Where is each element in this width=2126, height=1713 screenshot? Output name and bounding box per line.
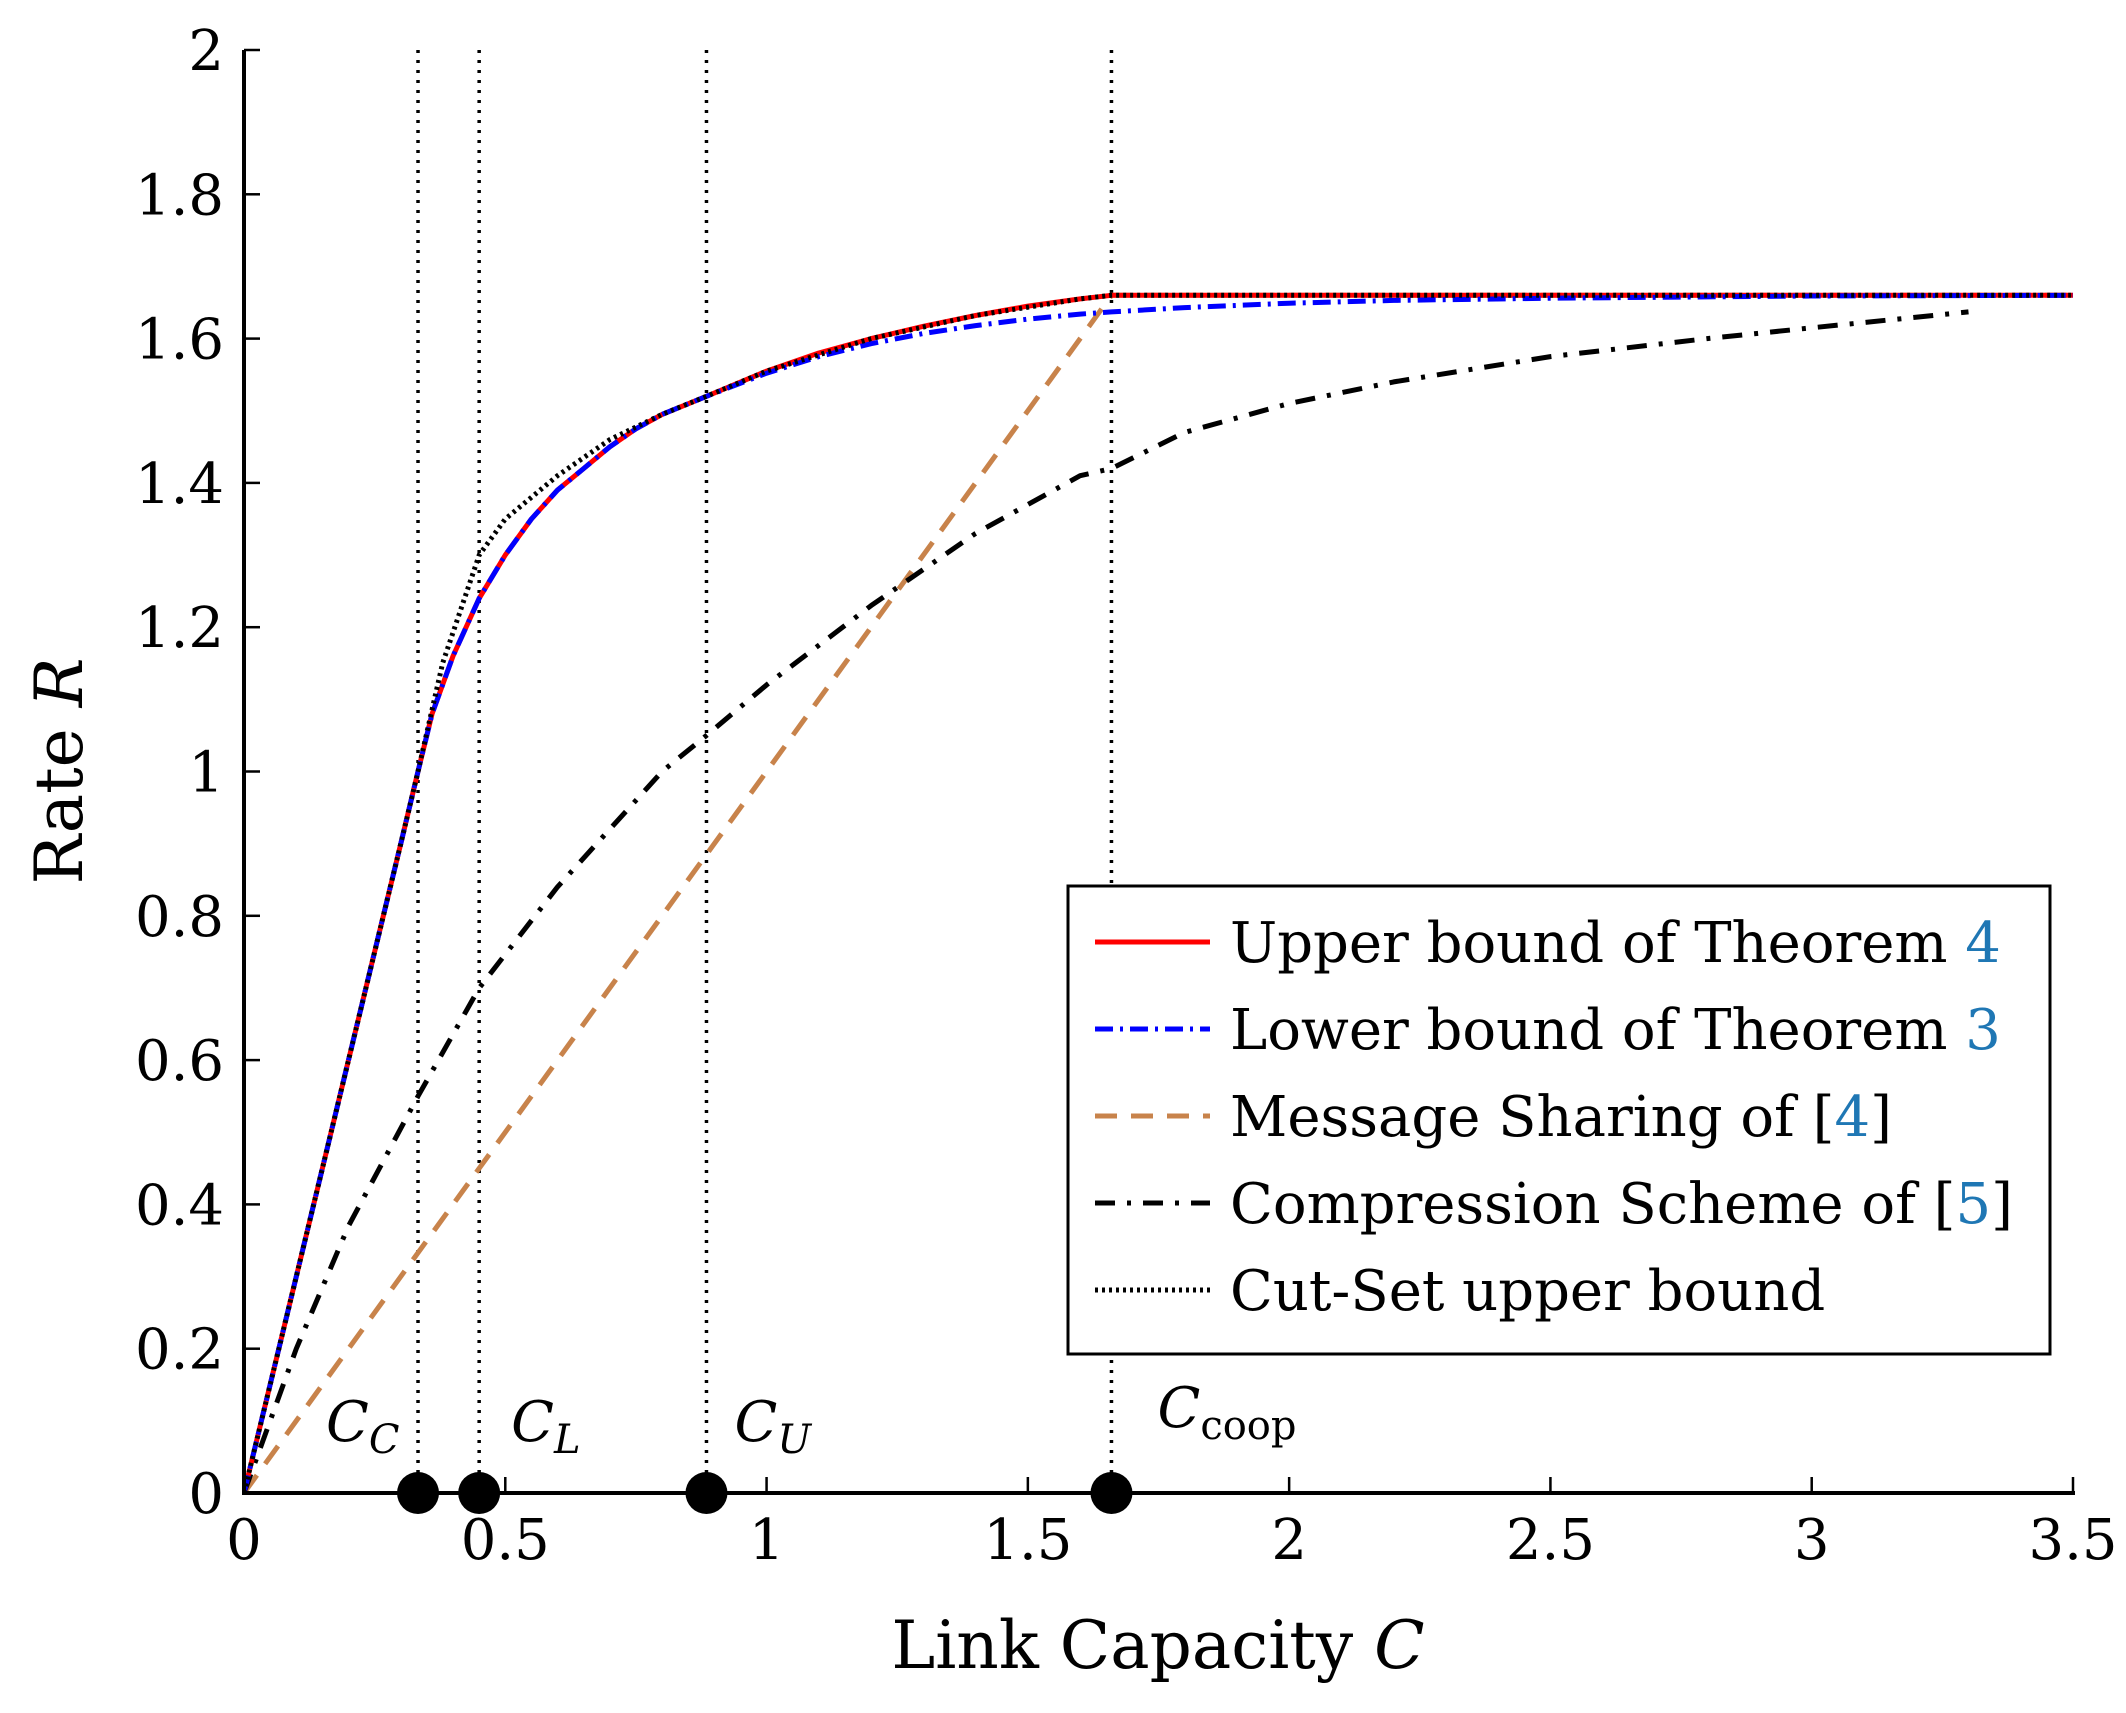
y-tick-label-7: 1.4 [135, 452, 224, 517]
y-axis-title: Rate R [21, 658, 98, 885]
x-tick-label-0: 0 [226, 1508, 262, 1573]
marker-lines [416, 50, 1114, 1493]
capacity-dot-3 [1090, 1472, 1133, 1514]
x-tick-label-5: 2.5 [1506, 1508, 1595, 1573]
capacity-dot-2 [685, 1472, 728, 1514]
y-tick-label-9: 1.8 [135, 163, 224, 228]
y-tick-label-0: 0 [188, 1462, 224, 1527]
capacity-label-0: CC [326, 1390, 399, 1463]
y-tick-label-10: 2 [188, 19, 224, 84]
legend-label-0: Upper bound of Theorem 4 [1230, 911, 2001, 976]
capacity-dot-1 [458, 1472, 501, 1514]
x-tick-label-2: 1 [749, 1508, 785, 1573]
legend: Upper bound of Theorem 4 Lower bound of T… [1066, 884, 2052, 1356]
series-line-4 [244, 292, 2073, 1493]
legend-label-3: Compression Scheme of [5] [1230, 1172, 2013, 1237]
legend-label-1: Lower bound of Theorem 3 [1230, 998, 2001, 1063]
capacity-label-1: CL [511, 1390, 580, 1463]
capacity-label-2: CU [734, 1390, 812, 1463]
y-tick-label-5: 1 [188, 741, 224, 806]
y-tick-label-1: 0.2 [135, 1318, 224, 1383]
x-tick-label-7: 3.5 [2028, 1508, 2117, 1573]
y-tick-label-3: 0.6 [135, 1029, 224, 1094]
x-tick-label-6: 3 [1794, 1508, 1830, 1573]
capacity-markers: CC CL CU Ccoop [326, 1376, 1296, 1514]
y-tick-label-4: 0.8 [135, 885, 224, 950]
ticks: 0 0.5 1 1.5 2 2.5 3 3.5 0 0.2 0.4 0.6 0.8 1 1.2 1.4 1.6 1… [135, 19, 2118, 1573]
x-tick-label-1: 0.5 [461, 1508, 550, 1573]
x-tick-label-4: 2 [1271, 1508, 1307, 1573]
legend-label-2: Message Sharing of [4] [1230, 1085, 1892, 1150]
series-group [244, 292, 2073, 1493]
capacity-dot-0 [397, 1472, 440, 1514]
legend-box [1066, 884, 2052, 1356]
x-tick-label-3: 1.5 [983, 1508, 1072, 1573]
capacity-label-3: Ccoop [1157, 1376, 1296, 1449]
legend-label-4: Cut-Set upper bound [1230, 1259, 1825, 1324]
y-tick-label-8: 1.6 [135, 308, 224, 373]
y-tick-label-2: 0.4 [135, 1173, 224, 1238]
series-line-2 [244, 292, 2073, 1493]
y-tick-label-6: 1.2 [135, 596, 224, 661]
x-axis-title: Link Capacity C [891, 1607, 1424, 1684]
